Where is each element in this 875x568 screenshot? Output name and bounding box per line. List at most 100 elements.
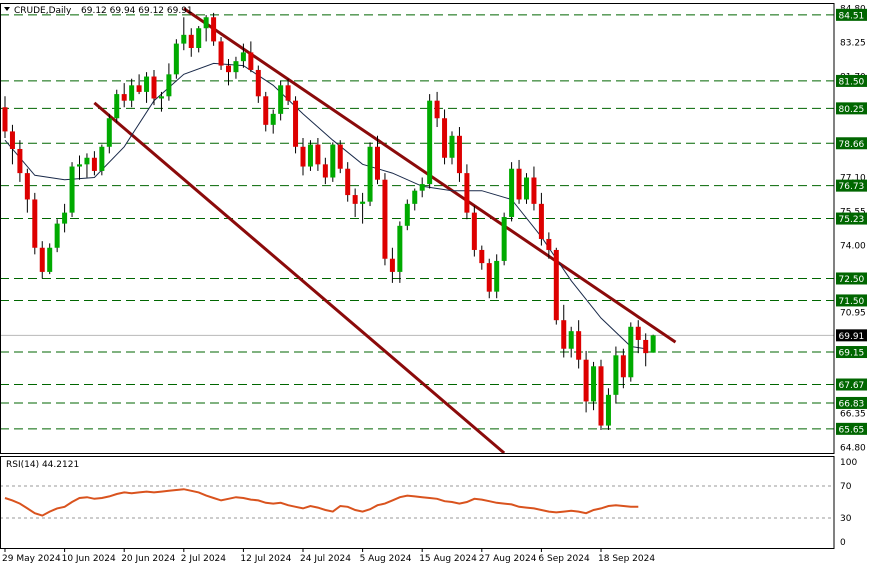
candle-body (561, 320, 567, 349)
candle-body (24, 173, 30, 200)
price-level-label: 72.50 (839, 275, 865, 285)
time-axis: 29 May 2024 10 Jun 2024 20 Jun 2024 2 Jul 2… (2, 548, 655, 564)
y-tick-label: 74.00 (840, 242, 866, 252)
price-level-box (836, 294, 867, 307)
candle-body (613, 355, 619, 395)
candle-body (121, 94, 127, 101)
price-level-box (836, 137, 867, 150)
y-tick-label: 75.55 (840, 208, 866, 218)
candle-body (84, 157, 90, 165)
candle-body (136, 85, 142, 92)
candle-body (583, 359, 589, 402)
y-tick-label: 66.35 (840, 409, 866, 419)
candle-body (553, 249, 559, 321)
candle-body (427, 100, 433, 185)
candle-body (255, 69, 261, 97)
x-tick-label: 10 Jun 2024 (62, 554, 116, 564)
candle-body (337, 144, 343, 169)
candle-body (449, 135, 455, 158)
price-level-box (836, 74, 867, 87)
candle-body (32, 199, 38, 248)
price-level-label: 65.65 (839, 425, 865, 435)
price-levels (0, 14, 834, 430)
price-level-label: 75.23 (839, 215, 865, 225)
moving-average-line (4, 62, 646, 350)
candle-body (69, 166, 75, 213)
price-level-box (836, 272, 867, 285)
candle-body (434, 100, 440, 119)
candle-body (568, 331, 574, 349)
ohlc-values: 69.12 69.94 69.12 69.91 (81, 6, 193, 16)
candle-body (442, 118, 448, 158)
y-tick-label: 83.25 (840, 39, 866, 49)
candle-body (345, 168, 351, 196)
candle-body (330, 144, 336, 178)
candle-body (315, 144, 321, 165)
rsi-label: RSI(14) 44.2121 (6, 460, 79, 470)
candle-body (367, 146, 373, 202)
rsi-line (4, 488, 639, 517)
candle-body (173, 43, 179, 75)
candle-body (419, 184, 425, 191)
y-tick-label: 70.95 (840, 309, 866, 319)
candle-body (501, 217, 507, 261)
current-price-box (836, 329, 867, 342)
candle-body (360, 201, 366, 204)
candle-body (531, 177, 537, 204)
price-level-box (836, 179, 867, 192)
candle-body (300, 146, 306, 167)
x-tick-label: 6 Sep 2024 (538, 554, 590, 564)
candle-body (144, 76, 150, 92)
candle-body (307, 144, 313, 167)
candle-body (322, 164, 328, 178)
candle-body (605, 394, 611, 426)
candle-body (375, 146, 380, 180)
candle-body (218, 41, 224, 66)
candle-body (158, 96, 164, 99)
candle-body (494, 260, 500, 292)
x-tick-label: 5 Aug 2024 (360, 554, 412, 564)
candle-body (270, 113, 276, 125)
candle-body (486, 263, 492, 292)
dropdown-arrow-icon[interactable] (4, 7, 10, 11)
price-level-label: 76.73 (839, 182, 865, 192)
price-level-box (836, 422, 867, 435)
candle-body (226, 65, 231, 73)
candle-body (39, 247, 45, 272)
candle-body (188, 34, 194, 48)
candle-body (62, 212, 68, 224)
price-level-label: 78.66 (839, 140, 865, 150)
candle-body (106, 118, 112, 147)
candle-body (524, 177, 529, 200)
x-tick-label: 12 Jul 2024 (240, 554, 291, 564)
candle-body (352, 195, 358, 204)
price-level-box (836, 8, 867, 21)
x-tick-label: 15 Aug 2024 (419, 554, 477, 564)
candle-body (196, 28, 202, 48)
candle-body (181, 34, 187, 44)
price-level-label: 84.51 (839, 11, 865, 21)
chart-header: CRUDE,Daily 69.12 69.94 69.12 69.91 (4, 6, 193, 16)
price-level-box (836, 346, 867, 359)
candle-body (114, 94, 120, 119)
candle-body (248, 52, 254, 70)
candle-body (211, 17, 217, 42)
candle-body (47, 247, 53, 272)
chart-frames (0, 3, 835, 549)
candle-body (538, 203, 544, 239)
candle-body (546, 238, 552, 250)
y-tick-label: 77.10 (840, 174, 866, 184)
candle-body (516, 168, 522, 200)
candle-body (389, 258, 395, 272)
candle-body (464, 173, 470, 213)
current-price-label: 69.91 (839, 332, 865, 342)
price-axis: 64.8066.3570.9574.0075.5577.1081.7083.25… (836, 4, 867, 454)
candle-body (9, 131, 15, 149)
x-tick-label: 18 Sep 2024 (598, 554, 655, 564)
channel-lower-line (93, 101, 506, 455)
candle-body (576, 331, 582, 360)
price-level-box (836, 212, 867, 225)
candle-body (278, 85, 284, 114)
price-level-label: 80.25 (839, 105, 865, 115)
